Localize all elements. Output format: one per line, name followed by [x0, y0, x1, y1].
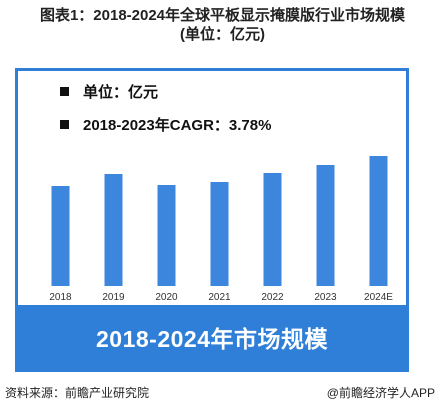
source-note: 资料来源：前瞻产业研究院: [5, 386, 150, 400]
credit-note: @前瞻经济学人APP: [326, 386, 435, 400]
x-tick-label: 2022: [261, 292, 284, 303]
x-tick-label: 2024E: [364, 292, 393, 303]
legend-cagr-text: 2018-2023年CAGR：3.78%: [83, 117, 272, 134]
figure-title-line1: 图表1：2018-2024年全球平板显示掩膜版行业市场规模: [39, 7, 406, 24]
legend-unit-text: 单位：亿元: [83, 84, 159, 101]
x-tick-label: 2023: [314, 292, 337, 303]
bar-2018: [51, 186, 70, 286]
bar-2022: [263, 173, 282, 286]
bar-chart: 2018 2019 2020 2021 2022 2023 2024E: [49, 156, 393, 303]
banner-text: 2018-2024年市场规模: [96, 326, 328, 352]
bar-2021: [210, 182, 229, 286]
bar-2020: [157, 185, 176, 286]
x-tick-label: 2020: [155, 292, 178, 303]
x-tick-label: 2019: [102, 292, 125, 303]
figure-title: 图表1：2018-2024年全球平板显示掩膜版行业市场规模 (单位：亿元): [0, 6, 445, 44]
bar-2019: [104, 174, 123, 286]
legend-unit: 单位：亿元: [60, 81, 158, 102]
banner: 2018-2024年市场规模: [18, 305, 406, 369]
legend-cagr: 2018-2023年CAGR：3.78%: [60, 114, 271, 135]
x-tick-label: 2021: [208, 292, 231, 303]
bar-2024E: [369, 156, 388, 286]
legend-bullet: [60, 87, 69, 96]
legend-bullet: [60, 120, 69, 129]
bar-2023: [316, 165, 335, 286]
figure-title-line2: (单位：亿元): [180, 26, 265, 43]
x-tick-label: 2018: [49, 292, 72, 303]
